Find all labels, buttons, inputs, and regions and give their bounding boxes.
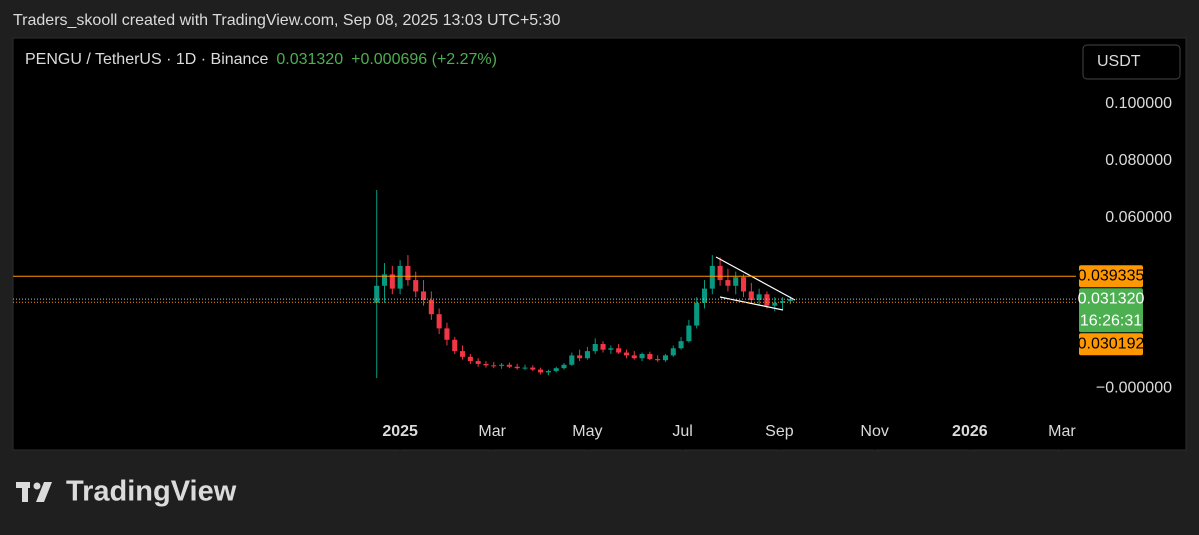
candle-body — [413, 280, 419, 292]
x-tick-label: May — [572, 423, 602, 440]
price-change: +0.000696 (+2.27%) — [351, 51, 497, 68]
brand: TradingView — [66, 476, 237, 508]
candle-body — [584, 351, 590, 359]
candle-body — [499, 364, 505, 366]
candle-body — [553, 368, 559, 372]
candle-body — [600, 344, 606, 350]
candle-body — [569, 355, 575, 365]
candle-body — [577, 355, 583, 359]
plot — [374, 190, 793, 379]
x-tick-label: Jul — [672, 423, 692, 440]
candle-body — [717, 265, 723, 281]
candle-body — [436, 314, 442, 329]
candle-body — [780, 301, 786, 303]
header: Traders_skooll created with TradingView.… — [13, 12, 561, 29]
candle-body — [405, 265, 411, 281]
price-countdown: 16:26:31 — [1080, 313, 1142, 330]
candle-body — [538, 369, 544, 373]
candle-body — [694, 302, 700, 326]
candle-body — [733, 277, 739, 286]
trendline — [715, 256, 796, 301]
logo-mark — [33, 482, 41, 490]
candle-body — [686, 325, 692, 342]
currency-button[interactable] — [1082, 44, 1181, 80]
candle-body — [639, 353, 645, 359]
candle-body — [374, 285, 380, 303]
candle-body — [467, 356, 473, 362]
x-tick-label: Nov — [860, 423, 888, 440]
x-tick-label: 2025 — [382, 423, 418, 440]
y-tick-label: 0.060000 — [1105, 209, 1172, 226]
candle-body — [748, 291, 754, 300]
candle-body — [756, 294, 762, 300]
chart-panel — [12, 37, 1187, 451]
candle-body — [623, 352, 629, 356]
candle-body — [701, 288, 708, 303]
symbol: PENGU / TetherUS · 1D · Binance — [25, 51, 268, 68]
candle-body — [444, 328, 450, 340]
price-label-box — [1079, 333, 1143, 356]
y-tick-label: 0.100000 — [1105, 95, 1172, 112]
candle-body — [592, 344, 598, 352]
candle-body — [647, 353, 653, 360]
candle-body — [522, 367, 528, 369]
y-tick-label: −0.000000 — [1096, 379, 1172, 396]
x-tick-label: 2026 — [952, 423, 988, 440]
candle-body — [631, 355, 637, 359]
candle-body — [545, 371, 551, 373]
currency[interactable]: USDT — [1097, 53, 1141, 70]
candle-body — [772, 302, 778, 306]
candle-body — [514, 366, 520, 369]
candle-body — [561, 364, 567, 369]
candle-body — [678, 341, 684, 349]
x-tick-label: Mar — [1048, 423, 1076, 440]
candle-body — [655, 359, 661, 361]
candle-body — [452, 339, 458, 352]
logo-mark — [36, 482, 52, 502]
price-label: 0.039335 — [1078, 268, 1145, 285]
candle-body — [725, 280, 731, 286]
candle-body — [397, 265, 403, 289]
price-label-box — [1079, 288, 1143, 333]
candle-body — [608, 348, 614, 350]
x-tick-label: Mar — [478, 423, 506, 440]
candle-body — [420, 291, 427, 300]
candle-body — [381, 274, 388, 286]
candle-body — [483, 363, 489, 366]
candle-body — [670, 348, 676, 356]
last-price: 0.031320 — [276, 51, 343, 68]
candle-body — [475, 361, 481, 364]
candle-body — [616, 348, 622, 353]
price-label: 0.031320 — [1078, 291, 1145, 308]
candle-body — [709, 265, 715, 289]
logo — [16, 482, 52, 502]
candle-body — [460, 351, 466, 357]
candle-body — [428, 299, 434, 315]
candle-body — [506, 364, 512, 367]
candle-body — [764, 294, 770, 306]
candle-body — [389, 274, 395, 289]
candle-body — [491, 365, 497, 367]
candle-body — [662, 355, 669, 361]
y-tick-label: 0.080000 — [1105, 152, 1172, 169]
price-label: 0.030192 — [1078, 336, 1145, 353]
candle-body — [530, 367, 536, 370]
x-tick-label: Sep — [765, 423, 794, 440]
price-label-box — [1079, 265, 1143, 288]
logo-mark — [22, 482, 28, 502]
candle-body — [787, 299, 793, 302]
candle-body — [740, 277, 747, 292]
